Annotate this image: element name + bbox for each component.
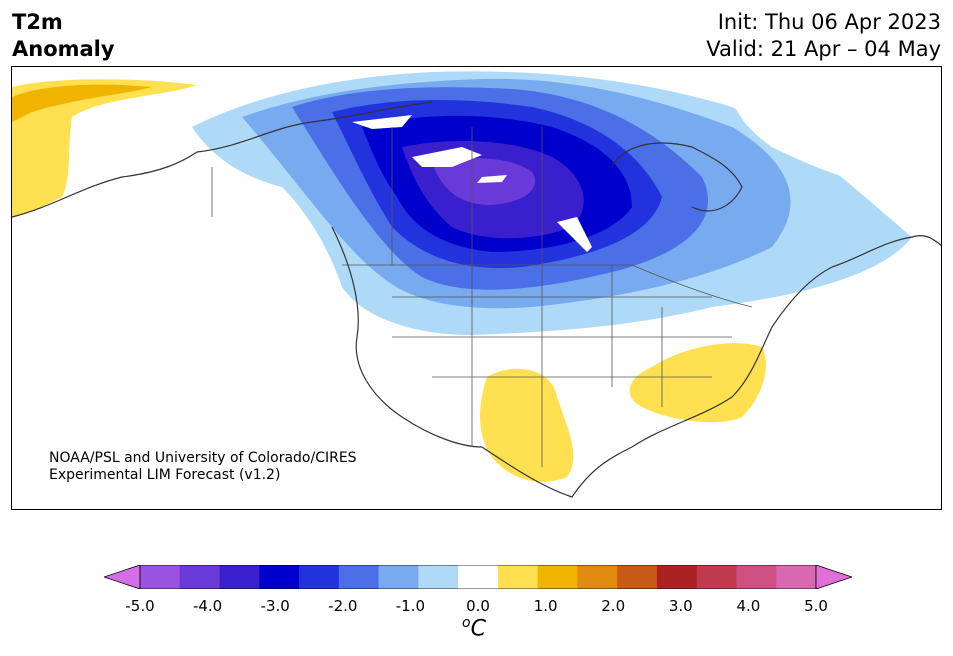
- colorbar-tick-label: -1.0: [395, 597, 426, 615]
- greenland-landmass: [729, 67, 941, 190]
- map-title: T2m Anomaly: [12, 9, 115, 63]
- map-dates: Init: Thu 06 Apr 2023 Valid: 21 Apr – 04…: [706, 9, 941, 63]
- colorbar-cell: [776, 565, 817, 589]
- colorbar-cell: [577, 565, 618, 589]
- colorbar-cell: [656, 565, 698, 589]
- title-subtitle: Anomaly: [12, 37, 115, 61]
- colorbar-cell: [378, 565, 419, 589]
- warm-anomaly-southwest: [480, 368, 574, 482]
- colorbar-cell: [458, 565, 499, 589]
- colorbar-cell: [179, 565, 221, 589]
- colorbar-tick-label: 4.0: [736, 597, 761, 615]
- credit-text: NOAA/PSL and University of Colorado/CIRE…: [49, 450, 357, 484]
- title-variable: T2m: [12, 10, 63, 34]
- colorbar-cell: [497, 565, 539, 589]
- warm-anomaly-southeast: [629, 343, 766, 423]
- warm-anomaly-alaska: [12, 79, 197, 217]
- unit-superscript: o: [462, 615, 471, 631]
- init-date: Init: Thu 06 Apr 2023: [717, 10, 941, 34]
- cold-anomaly-region: [192, 71, 912, 335]
- colorbar-cell: [219, 565, 260, 589]
- colorbar-tick-label: 2.0: [601, 597, 626, 615]
- political-borders: [211, 127, 753, 467]
- colorbar-cells: [104, 565, 852, 589]
- colorbar: [104, 565, 852, 589]
- credit-line-2: Experimental LIM Forecast (v1.2): [49, 467, 281, 483]
- colorbar-tick-label: -4.0: [192, 597, 223, 615]
- colorbar-tick-label: 5.0: [804, 597, 828, 615]
- colorbar-cell: [259, 565, 300, 589]
- colorbar-tick-label: -2.0: [328, 597, 358, 615]
- map-canvas: [12, 67, 941, 498]
- colorbar-cell: [299, 565, 340, 589]
- colorbar-tick-label: 1.0: [533, 597, 558, 615]
- colorbar-cell: [418, 565, 459, 589]
- coastlines: [12, 101, 941, 498]
- unit-base: C: [470, 616, 486, 642]
- colorbar-cell: [338, 565, 380, 589]
- colorbar-tick-label: -5.0: [125, 597, 155, 615]
- colorbar-tick-label: 3.0: [668, 597, 693, 615]
- colorbar-extend-high: [815, 565, 852, 589]
- colorbar-cell: [537, 565, 578, 589]
- colorbar-cell: [736, 565, 777, 589]
- colorbar-cell: [617, 565, 658, 589]
- colorbar-tick-label: 0.0: [466, 597, 490, 615]
- valid-dates: Valid: 21 Apr – 04 May: [706, 37, 941, 61]
- colorbar-tick-label: -3.0: [260, 597, 290, 615]
- anomaly-map: [11, 66, 942, 510]
- credit-line-1: NOAA/PSL and University of Colorado/CIRE…: [49, 450, 357, 466]
- colorbar-cell: [696, 565, 737, 589]
- colorbar-unit: oC: [462, 615, 486, 641]
- colorbar-extend-low: [104, 565, 141, 589]
- colorbar-cell: [140, 565, 181, 589]
